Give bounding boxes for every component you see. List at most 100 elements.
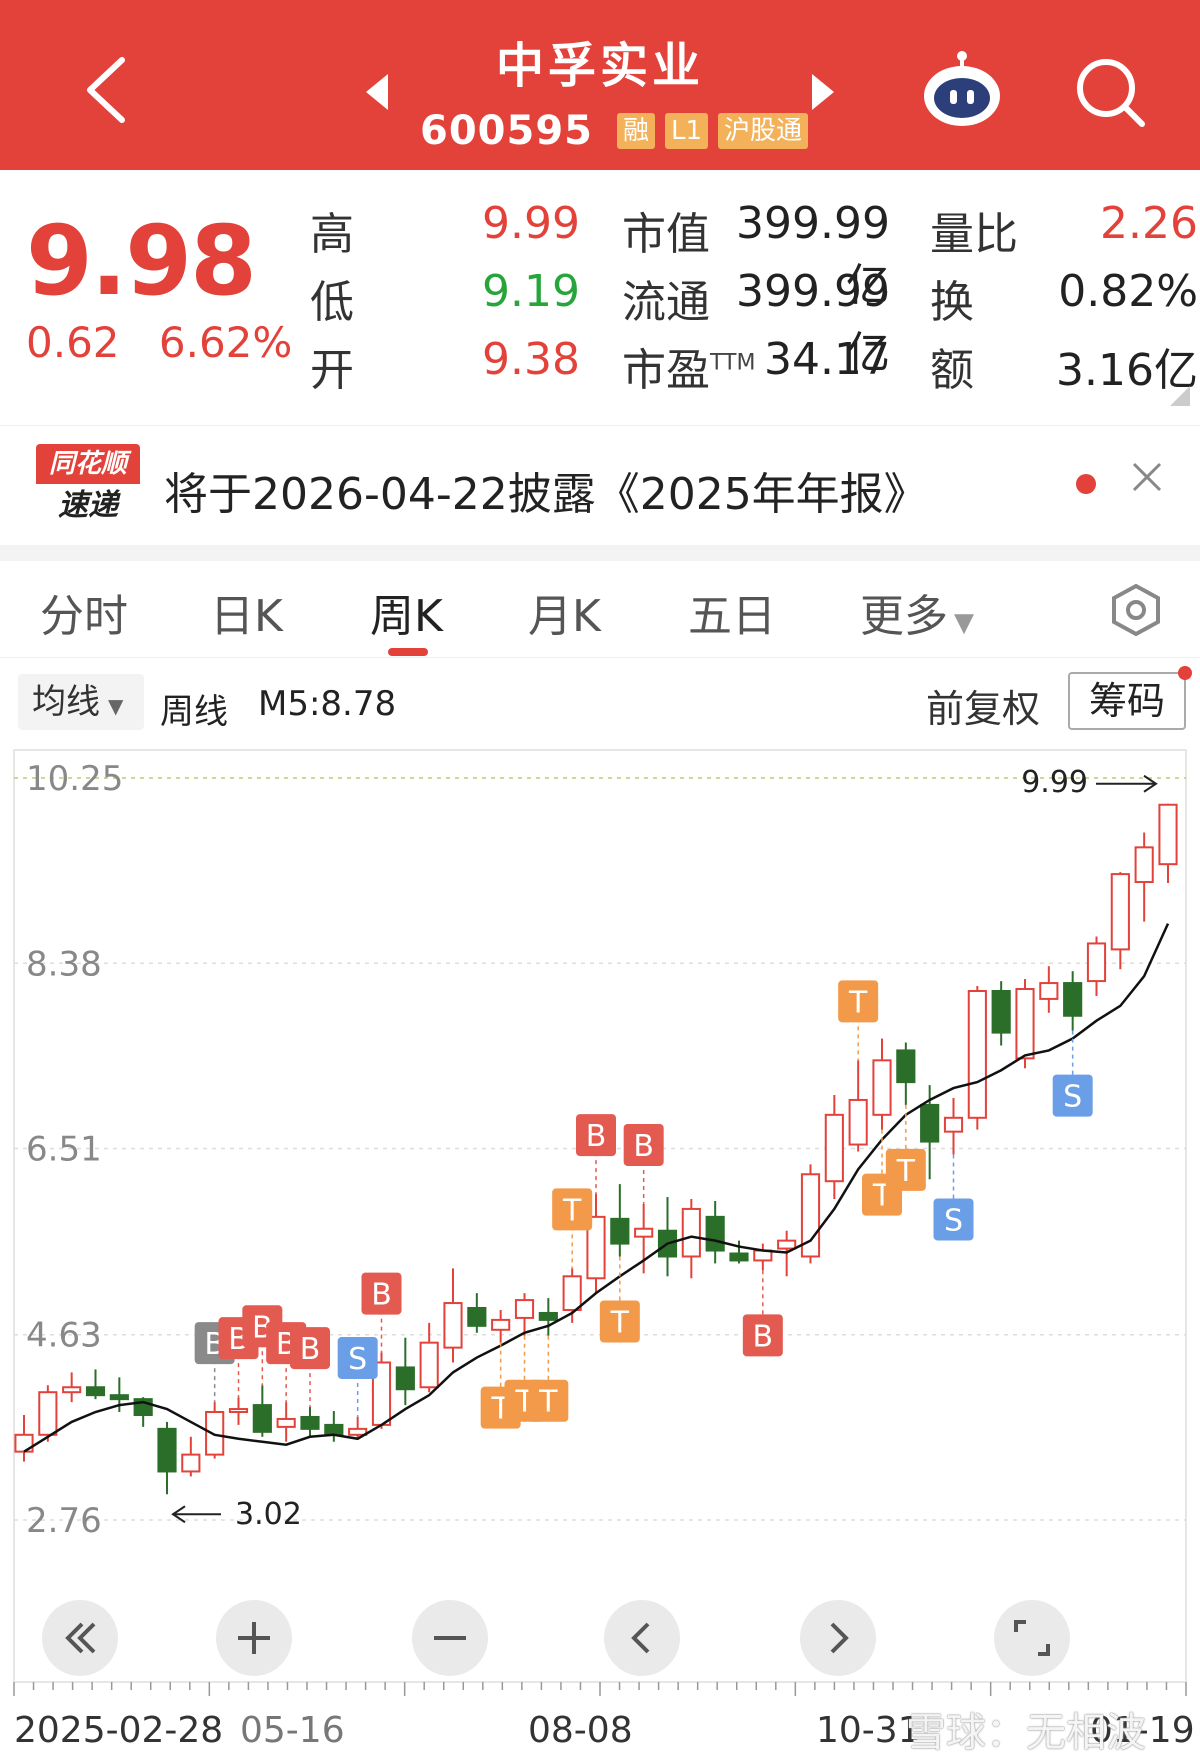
candle-body: [1158, 803, 1178, 866]
signal-label: B: [371, 1278, 392, 1313]
expand-corner-icon[interactable]: [1170, 386, 1190, 406]
min-arrow-head: [171, 1505, 186, 1524]
candle-body: [562, 1275, 582, 1311]
candle-body: [205, 1411, 225, 1456]
ma5-value: M5:8.78: [258, 684, 397, 724]
candle-body: [920, 1103, 940, 1143]
candle-body: [1086, 942, 1107, 983]
ths-express-logo: 同花顺 速递: [36, 444, 140, 528]
signal-label: B: [300, 1332, 321, 1367]
candle-body: [38, 1391, 58, 1436]
chart-period-tabs: 分时 日K 周K 月K 五日 更多 ▼: [0, 570, 1200, 658]
signal-label: T: [610, 1305, 630, 1340]
unread-dot-icon: [1076, 474, 1096, 494]
signal-badge: [885, 1148, 926, 1191]
candle-body: [538, 1311, 558, 1321]
candle-body: [634, 1227, 654, 1238]
candle-body: [610, 1217, 630, 1245]
max-arrow-head: [1143, 774, 1158, 793]
candle-body: [991, 989, 1011, 1034]
current-price: 9.98: [26, 205, 257, 317]
signal-badge: [552, 1188, 593, 1231]
open-label: 开: [310, 345, 354, 396]
price-change-row: 0.62 6.62%: [26, 318, 318, 367]
caret-down-icon: ▼: [108, 694, 124, 718]
candle-body: [1110, 873, 1130, 951]
tab-five-day[interactable]: 五日: [688, 591, 776, 642]
pe-value: 34.17: [764, 334, 890, 385]
candle-body: [1015, 988, 1035, 1060]
tab-intraday[interactable]: 分时: [40, 591, 128, 642]
max-price-label: 9.99: [1021, 765, 1088, 800]
signal-badge: [290, 1327, 330, 1370]
open-value: 9.38: [482, 334, 580, 385]
x-tick-label: 10-31: [816, 1710, 921, 1751]
fullscreen-button[interactable]: [994, 1600, 1070, 1676]
chip-distribution-button[interactable]: 筹码: [1068, 672, 1186, 730]
low-label: 低: [310, 277, 354, 328]
pan-right-button[interactable]: [800, 1600, 876, 1676]
tab-weekly-k[interactable]: 周K: [370, 591, 443, 642]
ma-indicator-select[interactable]: 均线 ▼: [18, 674, 144, 730]
candle-body: [419, 1341, 439, 1389]
signal-badge: [361, 1272, 402, 1315]
new-badge-dot: [1178, 666, 1192, 680]
level1-tag: L1: [665, 113, 709, 149]
candle-body: [348, 1427, 368, 1436]
pe-ttm-sup: TTM: [710, 350, 756, 376]
candle-body: [467, 1307, 487, 1327]
low-value: 9.19: [482, 266, 580, 317]
candle-body: [777, 1239, 797, 1250]
next-stock-icon[interactable]: [808, 72, 838, 112]
signal-label: T: [896, 1154, 916, 1189]
adjust-mode-button[interactable]: 前复权: [926, 687, 1041, 731]
candle-body: [228, 1408, 249, 1414]
stock-code-row: 600595 融 L1 沪股通: [420, 108, 809, 154]
candle-body: [1039, 982, 1059, 1000]
hk-connect-tag: 沪股通: [718, 113, 809, 149]
x-tick-label: 05-16: [240, 1710, 345, 1751]
candle-body: [681, 1207, 701, 1258]
tab-more[interactable]: 更多 ▼: [860, 591, 974, 642]
candle-body: [729, 1252, 749, 1262]
zoom-in-button[interactable]: [216, 1600, 292, 1676]
signal-label: S: [1063, 1080, 1082, 1115]
candle-body: [1134, 846, 1154, 884]
signal-label: T: [848, 985, 868, 1020]
signal-label: B: [586, 1119, 607, 1154]
x-tick-label: 08-08: [528, 1710, 633, 1751]
candle-body: [252, 1404, 272, 1433]
signal-label: S: [348, 1342, 367, 1377]
volume-ratio-value: 2.26: [1100, 198, 1198, 249]
zoom-out-button[interactable]: [412, 1600, 488, 1676]
amount-label: 额: [930, 345, 974, 396]
turnover-label: 换: [930, 277, 974, 328]
candle-body: [85, 1386, 106, 1397]
period-label: 周线: [160, 692, 228, 732]
announcement-bar[interactable]: 同花顺 速递 将于2026-04-22披露《2025年年报》: [0, 425, 1200, 545]
kline-chart[interactable]: 10.25 8.38 6.51 4.63 2.76 B B B B B S B T T T T B B T B T T T S…: [0, 740, 1200, 1762]
prev-stock-icon[interactable]: [362, 72, 392, 112]
signal-badge: [599, 1300, 640, 1343]
collapse-left-button[interactable]: [42, 1600, 118, 1676]
back-arrow-icon[interactable]: [70, 50, 150, 130]
pan-left-button[interactable]: [604, 1600, 680, 1676]
tab-monthly-k[interactable]: 月K: [528, 591, 601, 642]
announcement-text: 将于2026-04-22披露《2025年年报》: [164, 469, 928, 520]
volume-ratio-label: 量比: [930, 209, 1018, 260]
turnover-value: 0.82%: [1058, 266, 1198, 317]
search-icon[interactable]: [1070, 52, 1150, 132]
high-label: 高: [310, 209, 354, 260]
stock-code: 600595: [420, 108, 593, 154]
signal-badge: [933, 1198, 974, 1241]
robot-assistant-icon[interactable]: [920, 48, 1004, 132]
signal-badge: [623, 1123, 664, 1166]
stock-name: 中孚实业: [495, 38, 704, 94]
candle-body: [181, 1453, 201, 1473]
settings-hexagon-icon[interactable]: [1108, 582, 1164, 638]
mcap-label: 市值: [622, 209, 710, 260]
close-icon[interactable]: [1130, 460, 1164, 494]
price-change-pct: 6.62%: [158, 318, 293, 367]
ma5-line: [23, 923, 1170, 1453]
tab-daily-k[interactable]: 日K: [210, 591, 283, 642]
